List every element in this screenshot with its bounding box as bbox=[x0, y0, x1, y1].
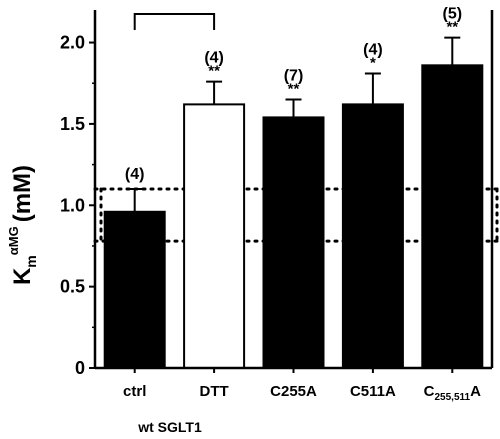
category-label-ctrl: ctrl bbox=[123, 383, 146, 400]
y-axis-title-sup: αMG bbox=[6, 226, 21, 255]
bar-ctrl bbox=[103, 210, 166, 369]
n-label-C511A: (4) bbox=[363, 41, 383, 58]
bar-DTT bbox=[183, 103, 246, 370]
y-tick-label-0: 0 bbox=[75, 358, 85, 378]
n-label-C255A: (7) bbox=[284, 68, 304, 85]
comparison-bracket bbox=[133, 13, 216, 30]
bar-C255A bbox=[262, 116, 325, 370]
significance-DTT: ** bbox=[208, 63, 220, 80]
category-label-C511A: C511A bbox=[350, 383, 396, 400]
y-axis-title-sub: m bbox=[23, 255, 39, 267]
y-tick-label-1.0: 1.0 bbox=[60, 195, 85, 215]
n-label-DTT: (4) bbox=[204, 50, 224, 67]
bar-C255,511A bbox=[421, 64, 484, 369]
y-axis-title-main: K bbox=[9, 267, 36, 285]
category-label-DTT: DTT bbox=[200, 383, 229, 400]
y-axis-title-unit: (mM) bbox=[9, 165, 36, 222]
y-tick-label-1.5: 1.5 bbox=[60, 114, 85, 134]
significance-C255A: ** bbox=[288, 81, 300, 98]
category-label-C255A: C255A bbox=[270, 383, 317, 400]
svg-text:KmαMG(mM): KmαMG (mM) bbox=[6, 165, 39, 285]
significance-C255,511A: ** bbox=[446, 19, 458, 36]
group-label: wt SGLT1 bbox=[137, 419, 202, 435]
n-label-ctrl: (4) bbox=[125, 166, 145, 183]
y-axis-title: KmαMG (mM) bbox=[6, 165, 39, 285]
y-tick-label-0.5: 0.5 bbox=[60, 277, 85, 297]
significance-C511A: * bbox=[370, 54, 376, 71]
category-label-C255,511A: C255,511A bbox=[424, 383, 481, 403]
plot-area: (4)ctrl**(4)DTT**(7)C255A*(4)C511A**(5)C… bbox=[60, 6, 500, 403]
n-label-C255,511A: (5) bbox=[443, 6, 463, 23]
bar-C511A bbox=[341, 103, 404, 370]
group-label-wrap: wt SGLT1 bbox=[137, 419, 202, 435]
y-tick-label-2.0: 2.0 bbox=[60, 33, 85, 53]
